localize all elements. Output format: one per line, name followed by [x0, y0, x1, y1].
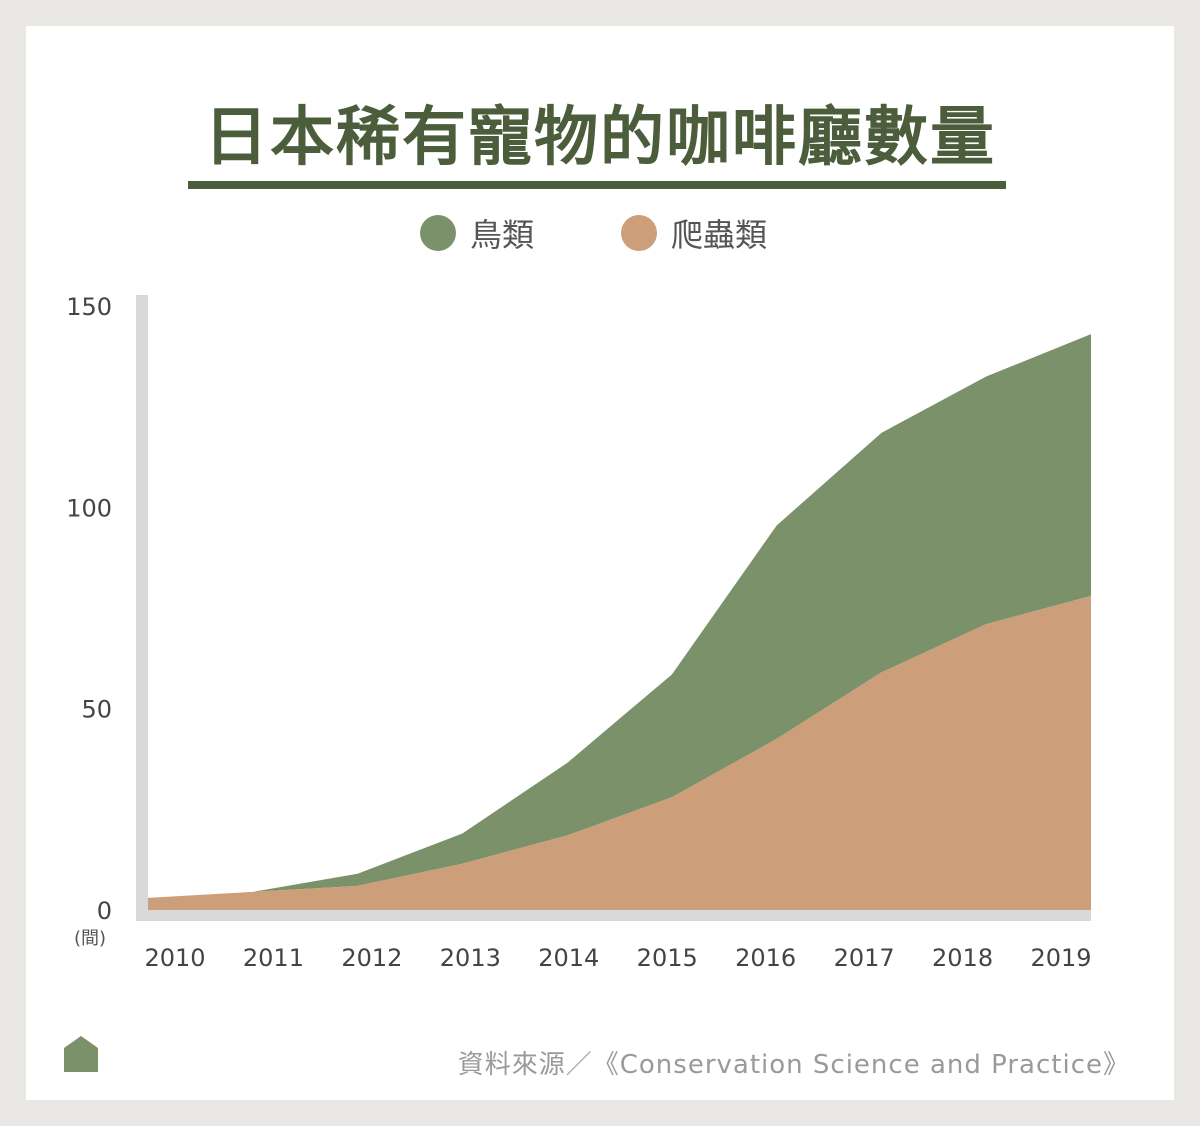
legend-label-birds: 鳥類	[470, 216, 535, 254]
x-tick-label: 2012	[341, 944, 402, 972]
x-tick-label: 2011	[243, 944, 304, 972]
chart-title: 日本稀有寵物的咖啡廳數量	[204, 101, 996, 175]
legend-swatch-birds	[420, 215, 456, 251]
x-tick-label: 2018	[932, 944, 993, 972]
y-unit-label: (間)	[74, 928, 106, 949]
x-tick-label: 2013	[440, 944, 501, 972]
x-axis-line	[136, 910, 1091, 921]
x-tick-label: 2014	[538, 944, 599, 972]
x-tick-label: 2019	[1030, 944, 1091, 972]
x-tick-label: 2015	[637, 944, 698, 972]
x-tick-label: 2017	[834, 944, 895, 972]
x-tick-label: 2010	[144, 944, 205, 972]
x-tick-label: 2016	[735, 944, 796, 972]
area-series-birds	[148, 334, 1091, 898]
y-tick-label: 100	[66, 494, 112, 522]
area-series-reptiles	[148, 595, 1091, 910]
legend-label-reptiles: 爬蟲類	[671, 216, 768, 254]
house-icon	[64, 1036, 98, 1072]
y-tick-label: 0	[97, 897, 112, 925]
legend-swatch-reptiles	[621, 215, 657, 251]
y-tick-label: 150	[66, 293, 112, 321]
y-axis-line	[136, 295, 148, 921]
title-underline	[188, 181, 1006, 189]
y-tick-label: 50	[81, 696, 112, 724]
source-note: 資料來源／《Conservation Science and Practice》	[457, 1050, 1130, 1080]
